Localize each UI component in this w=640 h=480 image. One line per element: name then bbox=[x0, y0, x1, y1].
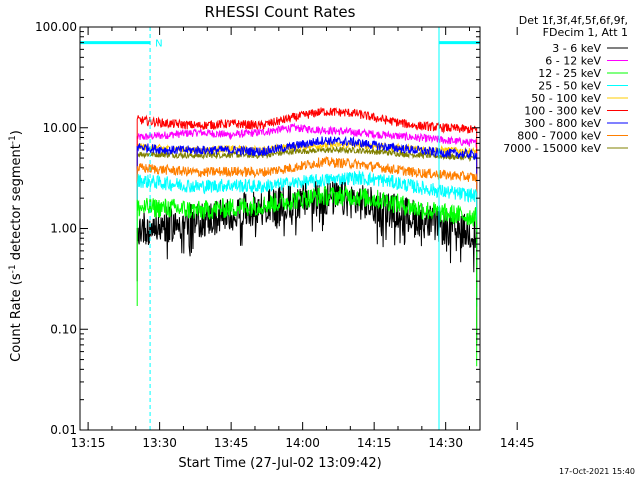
series-group bbox=[136, 107, 478, 367]
axes: 13:15 13:30 13:45 14:00 14:15 14:30 14:45 100.0… bbox=[35, 20, 534, 450]
x-tick-label: 14:00 bbox=[285, 436, 320, 450]
series-line-100-300keV bbox=[136, 107, 478, 241]
legend: Det 1f,3f,4f,5f,6f,9f,FDecim 1, Att 1 3 -… bbox=[503, 14, 628, 155]
svg-text:Count Rate (s-1 detector segme: Count Rate (s-1 detector segment-1) bbox=[8, 130, 24, 362]
series-line-6-12keV bbox=[136, 122, 478, 254]
timestamp-footer: 17-Oct-2021 15:40 bbox=[559, 467, 635, 476]
series-line-300-800keV bbox=[136, 135, 478, 266]
series-line-50-100keV bbox=[136, 139, 478, 263]
legend-header-line: FDecim 1, Att 1 bbox=[543, 26, 628, 39]
x-tick-label: 13:15 bbox=[71, 436, 106, 450]
chart-title: RHESSI Count Rates bbox=[205, 3, 356, 21]
x-axis-label: Start Time (27-Jul-02 13:09:42) bbox=[178, 456, 381, 471]
y-axis-label-sup: -1 bbox=[8, 264, 18, 273]
legend-entry-label: 300 - 800 keV bbox=[524, 117, 601, 130]
y-tick-label: 100.00 bbox=[35, 20, 77, 34]
legend-entry-label: 50 - 100 keV bbox=[531, 92, 601, 105]
series-line-7000-15000keV bbox=[136, 145, 478, 269]
legend-entry-label: 7000 - 15000 keV bbox=[503, 142, 601, 155]
legend-entry-label: 3 - 6 keV bbox=[552, 42, 601, 55]
attenuator-label: N bbox=[155, 39, 162, 50]
y-axis-label-close: ) bbox=[9, 130, 24, 135]
x-tick-label: 14:45 bbox=[500, 436, 535, 450]
legend-entry-label: 100 - 300 keV bbox=[524, 105, 601, 118]
series-line-25-50keV bbox=[136, 169, 478, 307]
x-tick-label: 14:30 bbox=[428, 436, 463, 450]
y-axis-label-main: Count Rate (s bbox=[9, 273, 24, 362]
legend-entry-label: 6 - 12 keV bbox=[545, 55, 601, 68]
y-tick-label: 10.00 bbox=[43, 121, 77, 135]
x-tick-label: 13:30 bbox=[142, 436, 177, 450]
y-tick-label: 0.10 bbox=[50, 322, 77, 336]
y-tick-label: 1.00 bbox=[50, 222, 77, 236]
x-tick-label: 13:45 bbox=[214, 436, 249, 450]
x-tick-label: 14:15 bbox=[357, 436, 392, 450]
series-line-800-7000keV bbox=[136, 155, 478, 289]
legend-entry-label: 12 - 25 keV bbox=[538, 67, 601, 80]
y-axis-label-sup-2: -1 bbox=[8, 135, 18, 144]
legend-entry-label: 800 - 7000 keV bbox=[517, 130, 601, 143]
legend-header-line: Det 1f,3f,4f,5f,6f,9f, bbox=[519, 14, 628, 27]
series-line-12-25keV bbox=[136, 185, 478, 367]
legend-entry-label: 25 - 50 keV bbox=[538, 80, 601, 93]
y-axis-label-rest: detector segment bbox=[9, 144, 24, 264]
y-tick-label: 0.01 bbox=[50, 423, 77, 437]
y-axis-label: Count Rate (s-1 detector segment-1) bbox=[8, 130, 24, 362]
